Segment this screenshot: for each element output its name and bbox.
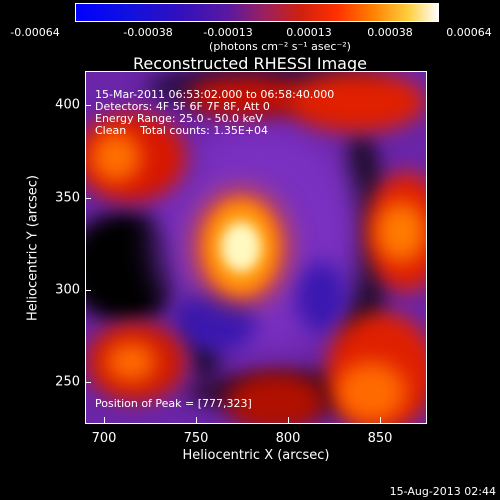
y-tick-label: 350 xyxy=(55,190,80,206)
time-range-text: 15-Mar-2011 06:53:02.000 to 06:58:40.000 xyxy=(95,88,335,101)
clean-counts-text: Clean Total counts: 1.35E+04 xyxy=(95,124,269,137)
x-tick-label: 850 xyxy=(367,431,393,446)
colorbar-tick: -0.00064 xyxy=(10,26,60,39)
colorbar-tick: 0.00013 xyxy=(286,26,332,39)
y-axis-label: Heliocentric Y (arcsec) xyxy=(25,175,41,321)
energy-range-text: Energy Range: 25.0 - 50.0 keV xyxy=(95,112,263,125)
colorbar-units: (photons cm⁻² s⁻¹ asec⁻²) xyxy=(209,40,351,53)
y-tick-label: 300 xyxy=(55,282,80,298)
y-tick-label: 400 xyxy=(55,97,80,113)
rhessi-heatmap xyxy=(86,72,426,423)
image-title: Reconstructed RHESSI Image xyxy=(133,54,367,73)
generation-timestamp: 15-Aug-2013 02:44 xyxy=(389,485,496,498)
colorbar-tick: -0.00038 xyxy=(123,26,173,39)
colorbar-tick: -0.00013 xyxy=(203,26,253,39)
plot-frame xyxy=(85,71,427,424)
x-tick-label: 700 xyxy=(91,431,117,446)
x-tick-label: 750 xyxy=(183,431,209,446)
y-tick-label: 250 xyxy=(55,374,80,390)
colorbar-tick: 0.00038 xyxy=(367,26,413,39)
detectors-text: Detectors: 4F 5F 6F 7F 8F, Att 0 xyxy=(95,100,270,113)
peak-position-text: Position of Peak = [777,323] xyxy=(95,397,252,410)
x-tick-label: 800 xyxy=(275,431,301,446)
x-axis-label: Heliocentric X (arcsec) xyxy=(182,448,330,463)
colorbar xyxy=(75,3,439,22)
colorbar-tick: 0.00064 xyxy=(446,26,492,39)
